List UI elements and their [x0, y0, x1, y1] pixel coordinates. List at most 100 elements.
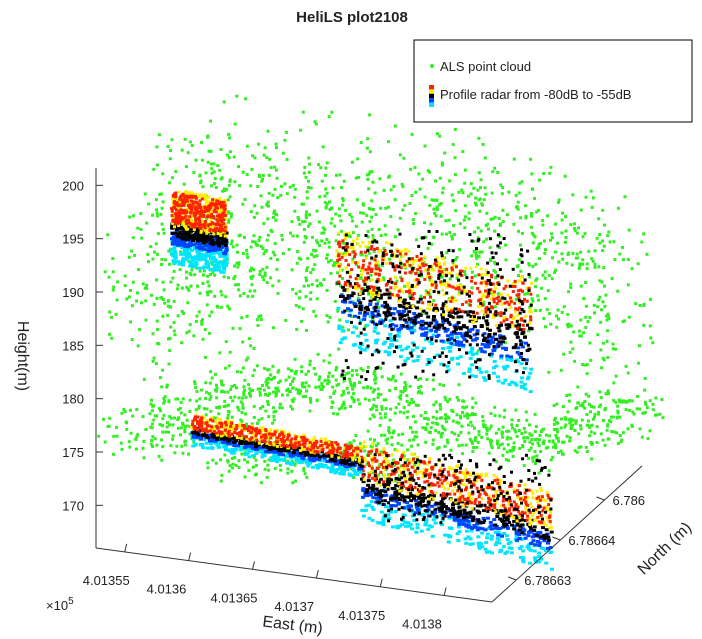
- als-point: [485, 211, 489, 215]
- radar-point-upper: [412, 312, 417, 315]
- radar-point-lower: [363, 508, 368, 512]
- als-point: [545, 308, 549, 312]
- als-point: [330, 110, 334, 114]
- als-point: [192, 440, 196, 444]
- als-point: [486, 437, 490, 441]
- als-point: [589, 410, 592, 414]
- radar-point-upper-left: [173, 200, 176, 204]
- radar-point-lower: [495, 540, 499, 544]
- radar-point-upper: [446, 341, 451, 344]
- als-point: [158, 376, 162, 380]
- als-point: [321, 145, 325, 149]
- radar-point-upper: [429, 295, 432, 299]
- als-point: [269, 166, 273, 169]
- als-point: [266, 403, 270, 406]
- radar-point-lower: [374, 500, 379, 504]
- radar-point-upper: [507, 325, 512, 329]
- radar-point-upper: [356, 334, 361, 338]
- radar-point-upper: [493, 337, 498, 341]
- als-point: [240, 396, 244, 400]
- als-point: [243, 388, 247, 392]
- radar-point-upper: [516, 313, 520, 317]
- als-point: [165, 425, 169, 429]
- als-point: [267, 468, 270, 472]
- radar-point-upper: [401, 310, 406, 314]
- radar-point-upper-left: [188, 235, 193, 239]
- als-point: [281, 252, 285, 256]
- als-point: [276, 291, 280, 295]
- als-point: [234, 463, 238, 467]
- radar-point-upper: [388, 332, 393, 336]
- als-point: [241, 340, 245, 344]
- radar-point-upper: [408, 328, 413, 332]
- als-point: [602, 266, 606, 270]
- als-point: [227, 410, 231, 414]
- radar-point-lower: [384, 493, 389, 497]
- als-point: [624, 364, 628, 368]
- als-point: [623, 195, 627, 199]
- als-point: [179, 433, 182, 437]
- radar-point-upper: [383, 324, 388, 328]
- radar-point-lower: [514, 516, 519, 520]
- als-point: [272, 418, 276, 422]
- als-point: [181, 397, 185, 401]
- radar-point-upper: [378, 268, 382, 272]
- als-point: [593, 311, 596, 315]
- radar-point-upper: [370, 312, 375, 316]
- als-point: [389, 407, 392, 411]
- als-point: [266, 463, 270, 467]
- radar-point-upper: [388, 319, 393, 323]
- als-point: [382, 278, 386, 282]
- als-point: [120, 447, 124, 451]
- radar-point-upper-left: [210, 238, 215, 242]
- als-point: [455, 396, 459, 399]
- radar-point-upper-left: [222, 200, 226, 204]
- als-point: [543, 297, 547, 301]
- als-point: [435, 417, 439, 421]
- radar-point-upper: [473, 338, 478, 342]
- radar-point-lower: [485, 506, 490, 510]
- als-point: [432, 299, 436, 303]
- als-point: [166, 145, 170, 148]
- radar-point-upper: [470, 279, 474, 283]
- als-point: [599, 403, 603, 407]
- radar-point-upper: [528, 321, 531, 325]
- radar-point-upper-left: [171, 221, 175, 225]
- als-point: [588, 341, 592, 345]
- radar-point-upper: [498, 336, 503, 340]
- als-point: [227, 132, 231, 136]
- radar-point-upper: [394, 339, 399, 343]
- als-point: [577, 266, 581, 270]
- als-point: [450, 234, 454, 238]
- als-point: [143, 286, 147, 290]
- als-point: [206, 461, 210, 465]
- radar-point-upper-left: [190, 191, 194, 195]
- radar-point-lower: [442, 513, 447, 517]
- radar-point-lower: [537, 555, 542, 558]
- als-point: [199, 181, 203, 185]
- als-point: [155, 319, 159, 323]
- als-point: [313, 120, 317, 124]
- als-point: [116, 280, 120, 284]
- als-point: [388, 418, 392, 422]
- radar-point-upper: [423, 268, 427, 272]
- radar-point-lower: [393, 492, 398, 496]
- als-point: [200, 319, 204, 323]
- als-point: [314, 122, 318, 126]
- als-point: [400, 182, 404, 186]
- radar-point-upper: [413, 279, 417, 282]
- radar-point-upper-left: [194, 232, 199, 236]
- radar-point-upper: [355, 237, 359, 241]
- radar-point-upper: [344, 235, 348, 239]
- als-point: [295, 387, 299, 391]
- radar-point-upper-left: [211, 211, 215, 215]
- als-point: [624, 408, 628, 411]
- radar-point-upper: [349, 284, 353, 288]
- radar-point-upper: [477, 368, 482, 372]
- radar-point-lower: [361, 514, 366, 518]
- radar-point-upper: [517, 296, 521, 300]
- radar-point-lower: [452, 501, 456, 505]
- als-point: [590, 457, 594, 461]
- als-point: [579, 445, 583, 449]
- radar-point-upper: [450, 307, 454, 311]
